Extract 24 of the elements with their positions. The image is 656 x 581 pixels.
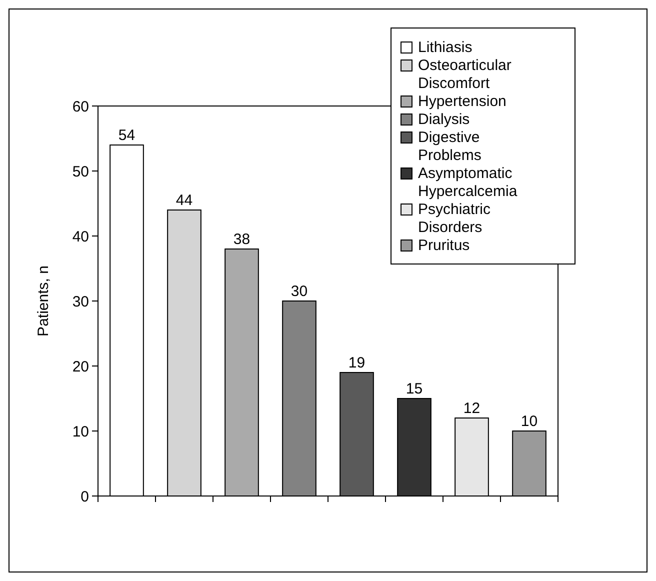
legend-label: Asymptomatic Hypercalcemia <box>418 165 518 200</box>
data-label: 54 <box>118 127 136 144</box>
y-tick-label: 50 <box>72 163 89 180</box>
legend-label: Dialysis <box>418 111 470 128</box>
y-tick-label: 40 <box>72 228 89 246</box>
y-tick-label: 30 <box>72 293 89 310</box>
data-label: 38 <box>233 231 250 248</box>
data-label: 10 <box>520 413 538 430</box>
y-tick-label: 0 <box>80 488 89 506</box>
data-label: 19 <box>348 354 366 372</box>
y-axis-title: Patients, n <box>35 266 52 336</box>
legend-label: Hypertension <box>418 93 506 110</box>
data-label: 12 <box>463 400 480 417</box>
legend-label: Pruritus <box>418 237 470 254</box>
y-tick-label: 60 <box>72 98 89 116</box>
legend-label: Osteoarticular Discomfort <box>418 57 512 92</box>
y-tick-label: 20 <box>72 358 89 376</box>
data-label: 15 <box>406 380 423 398</box>
legend-label: Digestive Problems <box>418 129 482 164</box>
legend-label: Psychiatric Disorders <box>418 201 492 236</box>
y-tick-label: 10 <box>72 423 89 440</box>
data-label: 30 <box>290 283 308 300</box>
legend-label: Lithiasis <box>418 39 472 56</box>
data-label: 44 <box>176 192 193 209</box>
